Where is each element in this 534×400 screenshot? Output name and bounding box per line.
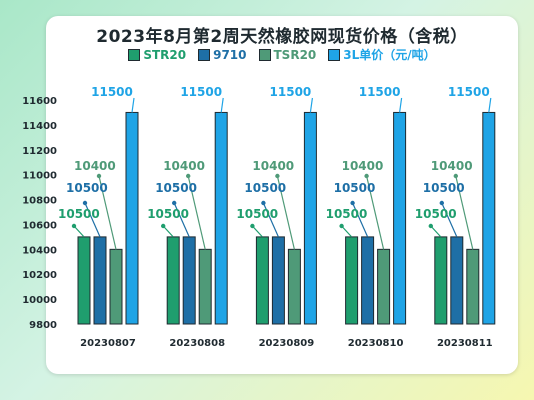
legend-item-0: STR20 bbox=[128, 46, 186, 63]
bar-STR20-20230808 bbox=[166, 236, 180, 325]
label-leader-line bbox=[262, 202, 279, 238]
label-leader-line bbox=[173, 202, 190, 238]
label-leader-line bbox=[341, 225, 353, 238]
label-leader-line bbox=[399, 97, 403, 113]
label-leader-line bbox=[276, 175, 295, 250]
data-label: 10400 bbox=[431, 159, 473, 173]
data-label: 10500 bbox=[66, 181, 108, 195]
data-label: 10500 bbox=[415, 207, 457, 221]
data-label: 10400 bbox=[74, 159, 116, 173]
bar-TSR20-20230810 bbox=[377, 248, 391, 325]
y-axis: 9800 10000 10200 10400 10600 10800 11000 11200 1… bbox=[22, 96, 57, 331]
y-tick-label: 9800 bbox=[29, 320, 57, 331]
legend-swatch bbox=[198, 48, 211, 61]
label-leader-line bbox=[220, 97, 224, 113]
label-anchor-dot bbox=[261, 200, 266, 206]
legend-item-2: TSR20 bbox=[258, 46, 317, 63]
bar-STR20-20230807 bbox=[77, 236, 91, 325]
bar-3L-20230807 bbox=[125, 111, 139, 325]
leader-lines bbox=[71, 97, 492, 250]
legend-item-1: 9710 bbox=[198, 46, 247, 63]
label-leader-line bbox=[251, 225, 263, 238]
label-leader-line bbox=[366, 175, 385, 250]
legend-item-3: 3L单价（元/吨） bbox=[328, 46, 436, 63]
label-leader-line bbox=[488, 97, 492, 113]
data-label: 10400 bbox=[163, 159, 205, 173]
data-label: 10500 bbox=[334, 181, 376, 195]
legend-swatch bbox=[128, 48, 141, 61]
bar-STR20-20230811 bbox=[434, 236, 448, 325]
label-leader-line bbox=[84, 202, 101, 238]
y-tick-label: 11400 bbox=[22, 121, 57, 132]
label-leader-line bbox=[73, 225, 85, 238]
bar-3L-20230809 bbox=[303, 111, 317, 325]
bar-TSR20-20230809 bbox=[287, 248, 301, 325]
x-tick-label: 20230810 bbox=[348, 338, 404, 349]
data-label: 10500 bbox=[147, 207, 189, 221]
data-labels: 10500 10500 10400 11500 10500 10500 10400 11500… bbox=[58, 85, 490, 221]
y-tick-label: 10000 bbox=[22, 295, 57, 306]
x-tick-label: 20230807 bbox=[80, 338, 136, 349]
y-tick-label: 10400 bbox=[22, 245, 57, 256]
data-label: 11500 bbox=[91, 85, 133, 99]
data-label: 10500 bbox=[236, 207, 278, 221]
label-leader-line bbox=[441, 202, 458, 238]
data-label: 10500 bbox=[155, 181, 197, 195]
bar-9710-20230808 bbox=[182, 236, 196, 325]
label-anchor-dot bbox=[275, 173, 280, 179]
label-leader-line bbox=[131, 97, 135, 113]
bar-3L-20230811 bbox=[482, 111, 496, 325]
bar-9710-20230807 bbox=[93, 236, 107, 325]
data-label: 11500 bbox=[270, 85, 312, 99]
y-tick-label: 10600 bbox=[22, 220, 57, 231]
label-leader-line bbox=[162, 225, 174, 238]
bar-3L-20230810 bbox=[393, 111, 407, 325]
bar-9710-20230810 bbox=[361, 236, 375, 325]
data-label: 11500 bbox=[448, 85, 490, 99]
label-leader-line bbox=[98, 175, 117, 250]
label-anchor-dot bbox=[350, 200, 355, 206]
legend-label: TSR20 bbox=[273, 47, 317, 62]
legend-label: 3L单价（元/吨） bbox=[343, 48, 436, 62]
data-label: 10400 bbox=[252, 159, 294, 173]
label-anchor-dot bbox=[364, 173, 369, 179]
bar-STR20-20230810 bbox=[345, 236, 359, 325]
y-tick-label: 11200 bbox=[22, 146, 57, 157]
bar-9710-20230809 bbox=[271, 236, 285, 325]
data-label: 10400 bbox=[342, 159, 384, 173]
bars-layer bbox=[77, 111, 496, 325]
label-leader-line bbox=[455, 175, 474, 250]
legend-label: 9710 bbox=[213, 47, 247, 62]
data-label: 10500 bbox=[423, 181, 465, 195]
y-tick-label: 10200 bbox=[22, 270, 57, 281]
x-tick-label: 20230811 bbox=[437, 338, 493, 349]
bar-TSR20-20230807 bbox=[109, 248, 123, 325]
y-tick-label: 11600 bbox=[22, 96, 57, 107]
legend-swatch bbox=[328, 48, 341, 61]
chart-legend: STR20 9710 TSR20 3L单价（元/吨） bbox=[46, 46, 518, 63]
chart-title: 2023年8月第2周天然橡胶网现货价格（含税） bbox=[96, 27, 468, 47]
x-axis-categories: 20230807 20230808 20230809 20230810 20230811 bbox=[80, 338, 493, 349]
bar-STR20-20230809 bbox=[255, 236, 269, 325]
label-leader-line bbox=[187, 175, 206, 250]
data-label: 11500 bbox=[359, 85, 401, 99]
data-label: 10500 bbox=[326, 207, 368, 221]
y-tick-label: 11000 bbox=[22, 171, 57, 182]
y-tick-label: 10800 bbox=[22, 196, 57, 207]
data-label: 10500 bbox=[244, 181, 286, 195]
x-tick-label: 20230809 bbox=[259, 338, 315, 349]
legend-swatch bbox=[258, 48, 271, 61]
bar-3L-20230808 bbox=[214, 111, 228, 325]
data-label: 10500 bbox=[58, 207, 100, 221]
bar-TSR20-20230811 bbox=[466, 248, 480, 325]
label-leader-line bbox=[352, 202, 369, 238]
label-leader-line bbox=[309, 97, 313, 113]
label-leader-line bbox=[430, 225, 442, 238]
bar-TSR20-20230808 bbox=[198, 248, 212, 325]
bar-9710-20230811 bbox=[450, 236, 464, 325]
legend-label: STR20 bbox=[143, 47, 187, 62]
x-tick-label: 20230808 bbox=[169, 338, 225, 349]
data-label: 11500 bbox=[180, 85, 222, 99]
